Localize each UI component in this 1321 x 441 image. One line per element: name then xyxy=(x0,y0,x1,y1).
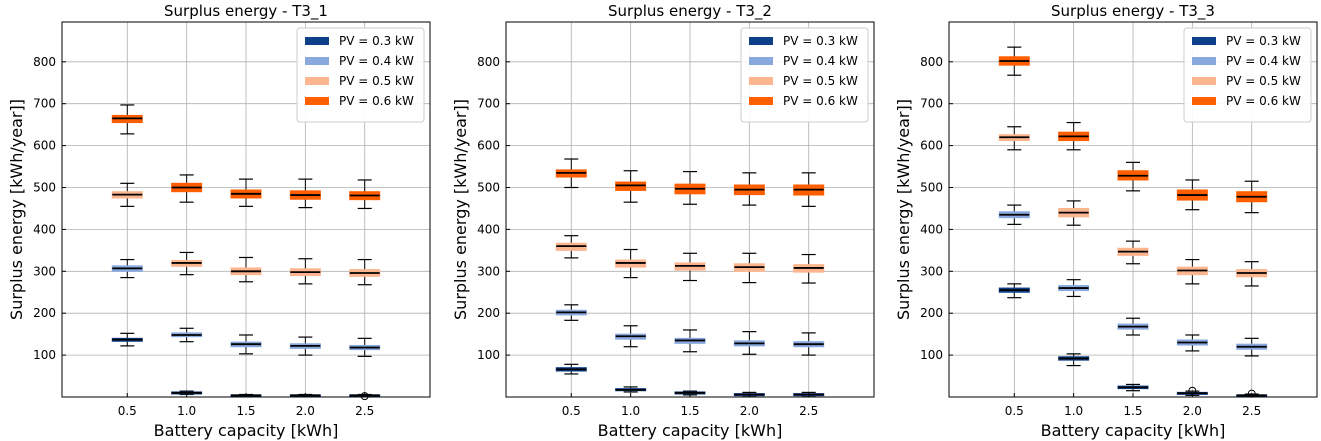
legend-label: PV = 0.4 kW xyxy=(1226,54,1301,68)
legend-label: PV = 0.3 kW xyxy=(783,34,858,48)
x-tick-label: 0.5 xyxy=(118,404,137,418)
legend-label: PV = 0.4 kW xyxy=(339,54,414,68)
x-axis-label: Battery capacity [kWh] xyxy=(1041,421,1226,440)
y-tick-label: 400 xyxy=(477,222,500,236)
legend-swatch xyxy=(305,97,329,105)
x-tick-label: 2.0 xyxy=(1183,404,1202,418)
y-axis-label: Surplus energy [kWh/year]] xyxy=(451,99,470,320)
y-tick-label: 700 xyxy=(920,97,943,111)
legend-label: PV = 0.5 kW xyxy=(783,74,858,88)
legend-swatch xyxy=(749,37,773,45)
y-tick-label: 800 xyxy=(477,55,500,69)
x-axis-label: Battery capacity [kWh] xyxy=(598,421,783,440)
x-tick-label: 2.0 xyxy=(296,404,315,418)
y-tick-label: 600 xyxy=(920,139,943,153)
y-tick-label: 100 xyxy=(33,348,56,362)
y-tick-label: 400 xyxy=(33,222,56,236)
y-tick-label: 500 xyxy=(920,181,943,195)
legend-swatch xyxy=(1192,97,1216,105)
x-tick-label: 1.0 xyxy=(621,404,640,418)
y-tick-label: 500 xyxy=(33,181,56,195)
legend-label: PV = 0.6 kW xyxy=(1226,94,1301,108)
x-tick-label: 2.5 xyxy=(1242,404,1261,418)
chart-title: Surplus energy - T3_1 xyxy=(164,2,328,21)
y-tick-label: 400 xyxy=(920,222,943,236)
x-tick-label: 1.0 xyxy=(177,404,196,418)
x-tick-label: 2.0 xyxy=(740,404,759,418)
x-tick-label: 0.5 xyxy=(562,404,581,418)
box-outlier xyxy=(360,392,369,401)
legend-swatch xyxy=(305,57,329,65)
legend-swatch xyxy=(749,97,773,105)
chart-title: Surplus energy - T3_3 xyxy=(1051,2,1215,21)
y-tick-label: 100 xyxy=(477,348,500,362)
legend-swatch xyxy=(749,57,773,65)
chart-title: Surplus energy - T3_2 xyxy=(608,2,772,21)
x-axis-label: Battery capacity [kWh] xyxy=(154,421,339,440)
y-tick-label: 800 xyxy=(920,55,943,69)
y-tick-label: 500 xyxy=(477,181,500,195)
y-tick-label: 100 xyxy=(920,348,943,362)
legend-swatch xyxy=(1192,37,1216,45)
y-tick-label: 600 xyxy=(477,139,500,153)
x-tick-label: 0.5 xyxy=(1005,404,1024,418)
y-tick-label: 700 xyxy=(33,97,56,111)
x-tick-label: 1.5 xyxy=(1123,404,1142,418)
legend-swatch xyxy=(305,77,329,85)
y-tick-label: 200 xyxy=(33,306,56,320)
legend-label: PV = 0.5 kW xyxy=(1226,74,1301,88)
legend-label: PV = 0.4 kW xyxy=(783,54,858,68)
x-tick-label: 1.0 xyxy=(1064,404,1083,418)
y-tick-label: 800 xyxy=(33,55,56,69)
y-tick-label: 200 xyxy=(477,306,500,320)
legend-swatch xyxy=(305,37,329,45)
y-axis-label: Surplus energy [kWh/year]] xyxy=(894,99,913,320)
x-tick-label: 2.5 xyxy=(355,404,374,418)
legend-swatch xyxy=(749,77,773,85)
y-tick-label: 300 xyxy=(33,264,56,278)
legend-label: PV = 0.3 kW xyxy=(1226,34,1301,48)
legend-label: PV = 0.3 kW xyxy=(339,34,414,48)
x-tick-label: 1.5 xyxy=(236,404,255,418)
chart-panel-3: 100 200 300 400 500 600 700 800 0.5 1.0 1.5 2.0 2.5 S… xyxy=(894,2,1318,440)
legend-label: PV = 0.5 kW xyxy=(339,74,414,88)
legend-swatch xyxy=(1192,57,1216,65)
y-tick-label: 300 xyxy=(477,264,500,278)
legend-label: PV = 0.6 kW xyxy=(339,94,414,108)
x-tick-label: 2.5 xyxy=(799,404,818,418)
y-tick-label: 700 xyxy=(477,97,500,111)
chart-panel-2: 100 200 300 400 500 600 700 800 0.5 1.0 1.5 2.0 2.5 S… xyxy=(451,2,875,440)
y-tick-label: 600 xyxy=(33,139,56,153)
y-axis-label: Surplus energy [kWh/year]] xyxy=(7,99,26,320)
legend-swatch xyxy=(1192,77,1216,85)
legend-label: PV = 0.6 kW xyxy=(783,94,858,108)
chart-panel-1: 100 200 300 400 500 600 700 800 0.5 1.0 1.5 2.0 2.5 S… xyxy=(7,2,431,440)
x-tick-label: 1.5 xyxy=(680,404,699,418)
y-tick-label: 200 xyxy=(920,306,943,320)
y-tick-label: 300 xyxy=(920,264,943,278)
